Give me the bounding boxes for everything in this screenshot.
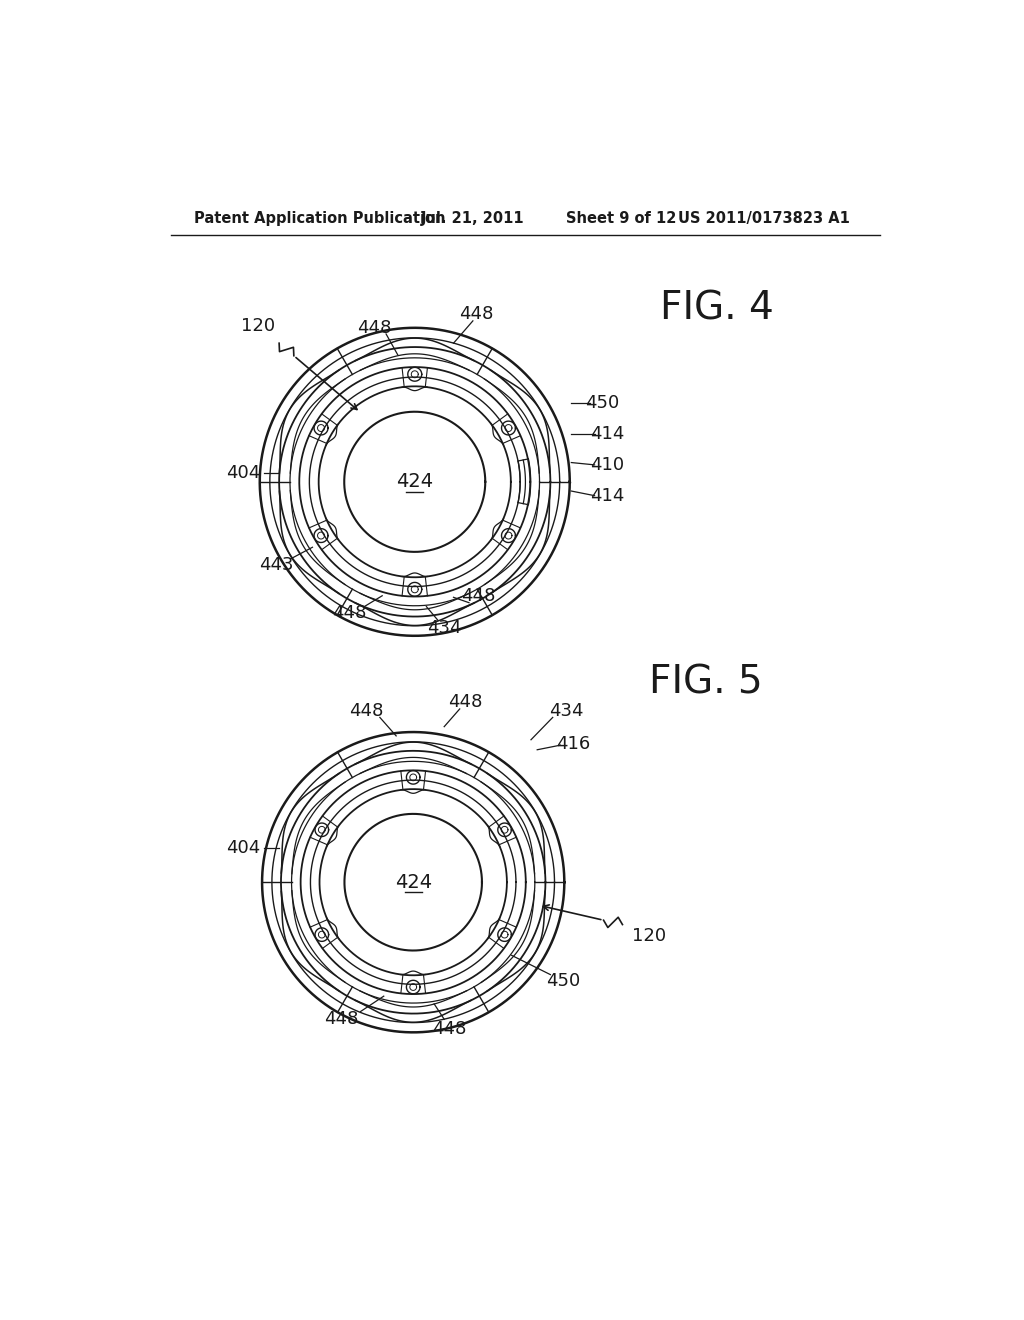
Text: 448: 448 bbox=[460, 305, 494, 323]
Text: 414: 414 bbox=[590, 425, 625, 444]
Text: 450: 450 bbox=[585, 395, 620, 412]
Text: 448: 448 bbox=[447, 693, 482, 711]
Text: 448: 448 bbox=[324, 1010, 358, 1028]
Text: 410: 410 bbox=[590, 455, 624, 474]
Text: FIG. 5: FIG. 5 bbox=[648, 663, 762, 701]
Text: FIG. 4: FIG. 4 bbox=[660, 289, 774, 327]
Text: 448: 448 bbox=[332, 603, 366, 622]
Text: Patent Application Publication: Patent Application Publication bbox=[194, 211, 445, 226]
Text: 404: 404 bbox=[225, 463, 260, 482]
Text: 424: 424 bbox=[396, 473, 433, 491]
Text: 448: 448 bbox=[461, 587, 496, 605]
Text: 448: 448 bbox=[432, 1019, 467, 1038]
Text: 120: 120 bbox=[241, 317, 275, 335]
Text: 443: 443 bbox=[259, 556, 294, 574]
Text: 448: 448 bbox=[357, 319, 391, 337]
Text: US 2011/0173823 A1: US 2011/0173823 A1 bbox=[678, 211, 850, 226]
Text: 414: 414 bbox=[590, 487, 625, 504]
Text: 416: 416 bbox=[556, 735, 591, 752]
Text: 434: 434 bbox=[549, 702, 583, 721]
Text: Jul. 21, 2011: Jul. 21, 2011 bbox=[421, 211, 524, 226]
Text: 448: 448 bbox=[349, 702, 384, 721]
Text: 450: 450 bbox=[547, 972, 581, 990]
Text: 120: 120 bbox=[632, 927, 666, 945]
Text: 424: 424 bbox=[394, 873, 432, 892]
Text: 404: 404 bbox=[225, 838, 260, 857]
Text: Sheet 9 of 12: Sheet 9 of 12 bbox=[566, 211, 676, 226]
Text: 434: 434 bbox=[427, 619, 462, 638]
